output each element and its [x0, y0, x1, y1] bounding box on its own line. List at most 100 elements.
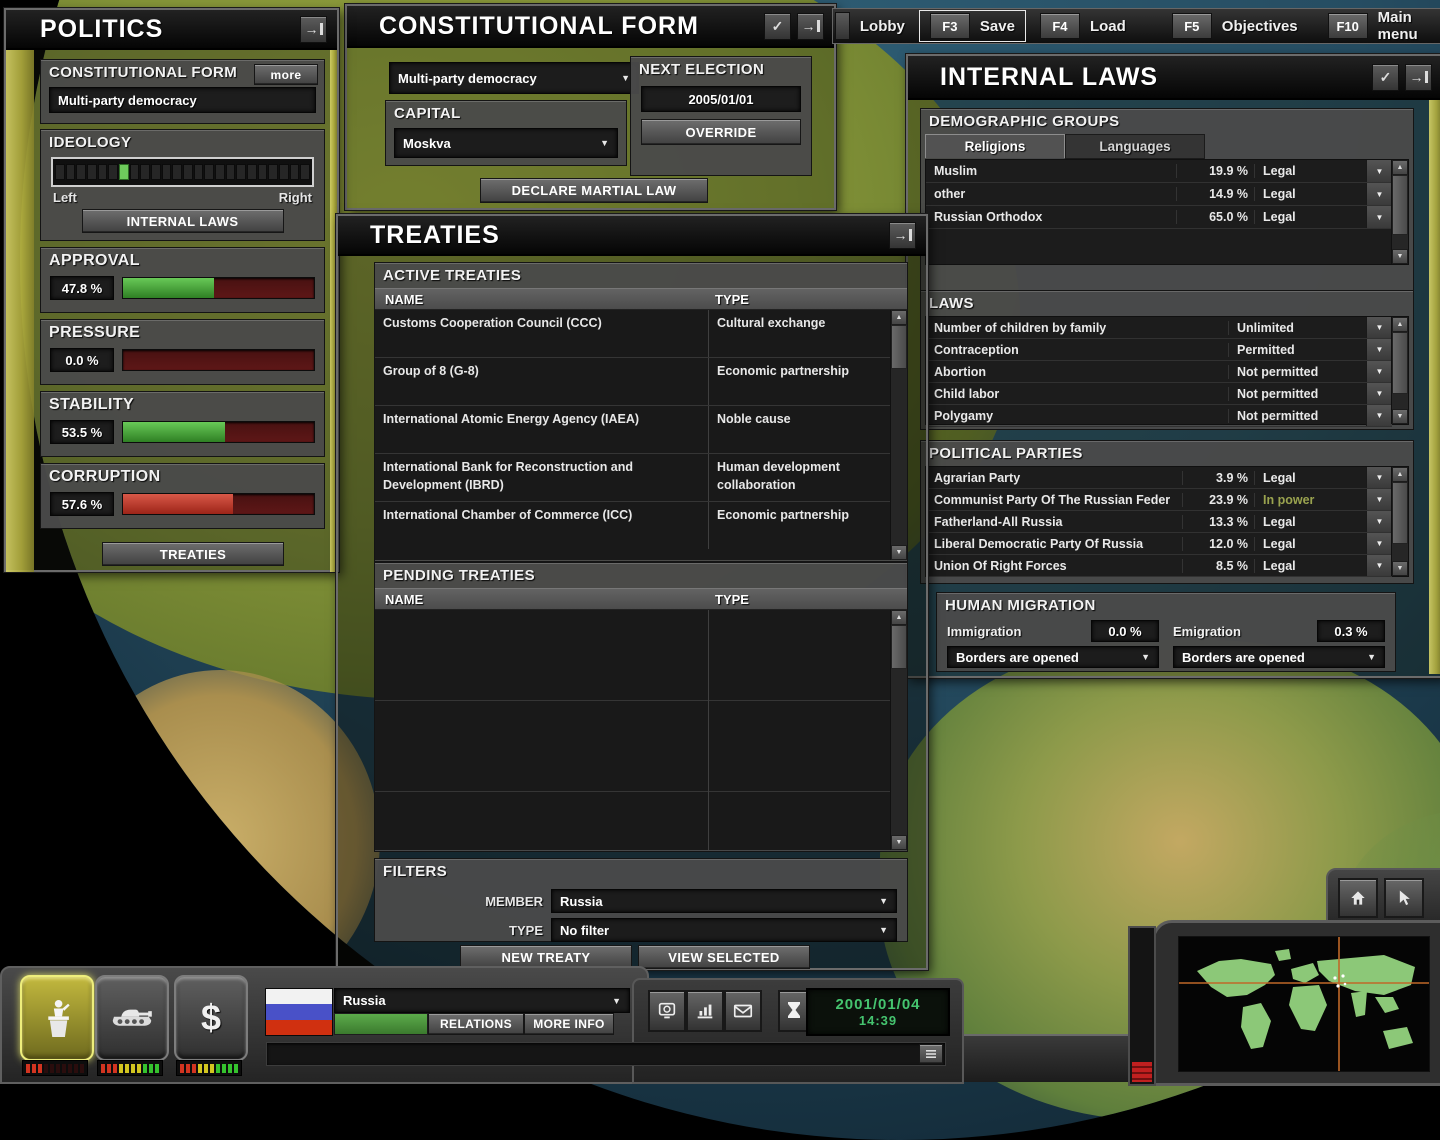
- status-dropdown[interactable]: ▼: [1366, 555, 1392, 576]
- status-dropdown[interactable]: ▼: [1366, 183, 1392, 205]
- panel-exit-arrow-icon[interactable]: →: [889, 221, 916, 249]
- statistics-button[interactable]: [686, 990, 724, 1032]
- status-dropdown[interactable]: ▼: [1366, 405, 1392, 426]
- status-dropdown[interactable]: ▼: [1366, 206, 1392, 228]
- load-button[interactable]: Load: [1089, 17, 1126, 35]
- status-dropdown[interactable]: ▼: [1366, 361, 1392, 382]
- new-treaty-button[interactable]: NEW TREATY: [460, 945, 632, 969]
- status-dropdown[interactable]: ▼: [1366, 511, 1392, 532]
- government-type-dropdown[interactable]: Multi-party democracy ▼: [389, 62, 639, 94]
- scroll-up-icon[interactable]: ▲: [1392, 467, 1408, 482]
- religion-row[interactable]: Muslim 19.9 % Legal ▼: [926, 160, 1392, 183]
- treaty-row[interactable]: Customs Cooperation Council (CCC) Cultur…: [375, 310, 891, 358]
- f4-key-button[interactable]: F4: [1039, 13, 1080, 39]
- scroll-thumb[interactable]: [891, 625, 907, 669]
- status-dropdown[interactable]: ▼: [1366, 489, 1392, 510]
- more-info-button[interactable]: MORE INFO: [524, 1013, 614, 1035]
- save-button[interactable]: Save: [979, 17, 1015, 35]
- minimap[interactable]: [1178, 936, 1430, 1072]
- lobby-button[interactable]: Lobby: [859, 17, 905, 35]
- law-row[interactable]: Abortion Not permitted ▼: [926, 361, 1392, 383]
- scroll-down-icon[interactable]: ▼: [1392, 561, 1408, 576]
- ideology-slider[interactable]: [51, 157, 314, 187]
- lobby-cam-button[interactable]: [648, 990, 686, 1032]
- member-filter-dropdown[interactable]: Russia ▼: [551, 889, 897, 913]
- chat-input[interactable]: [266, 1042, 946, 1066]
- scrollbar[interactable]: ▲ ▼: [890, 610, 907, 850]
- immigration-policy-dropdown[interactable]: Borders are opened ▼: [947, 646, 1159, 668]
- type-filter-dropdown[interactable]: No filter ▼: [551, 918, 897, 942]
- scroll-down-icon[interactable]: ▼: [891, 835, 907, 850]
- military-mode-button[interactable]: [95, 975, 169, 1061]
- party-row[interactable]: Liberal Democratic Party Of Russia 12.0 …: [926, 533, 1392, 555]
- scroll-down-icon[interactable]: ▼: [891, 545, 907, 560]
- minimap-home-button[interactable]: [1338, 878, 1378, 918]
- politics-mode-button[interactable]: [20, 975, 94, 1061]
- scrollbar[interactable]: ▲ ▼: [890, 310, 907, 560]
- f10-key-button[interactable]: F10: [1327, 13, 1368, 39]
- law-row[interactable]: Child labor Not permitted ▼: [926, 383, 1392, 405]
- status-dropdown[interactable]: ▼: [1366, 533, 1392, 554]
- status-dropdown[interactable]: ▼: [1366, 160, 1392, 182]
- treaty-row[interactable]: International Bank for Reconstruction an…: [375, 454, 891, 502]
- capital-dropdown[interactable]: Moskva ▼: [394, 128, 618, 158]
- religion-row[interactable]: Russian Orthodox 65.0 % Legal ▼: [926, 206, 1392, 229]
- scrollbar[interactable]: ▲ ▼: [1391, 467, 1408, 576]
- scroll-thumb[interactable]: [1392, 175, 1408, 235]
- partial-key-button[interactable]: [835, 12, 850, 40]
- override-button[interactable]: OVERRIDE: [641, 119, 801, 145]
- scrollbar[interactable]: ▲ ▼: [1391, 317, 1408, 424]
- status-dropdown[interactable]: ▼: [1366, 317, 1392, 338]
- law-row[interactable]: Number of children by family Unlimited ▼: [926, 317, 1392, 339]
- scroll-up-icon[interactable]: ▲: [1392, 160, 1408, 175]
- scroll-up-icon[interactable]: ▲: [1392, 317, 1408, 332]
- party-row[interactable]: Fatherland-All Russia 13.3 % Legal ▼: [926, 511, 1392, 533]
- scroll-thumb[interactable]: [1392, 482, 1408, 544]
- capital-label: CAPITAL: [394, 105, 461, 122]
- status-dropdown[interactable]: ▼: [1366, 467, 1392, 488]
- scroll-up-icon[interactable]: ▲: [891, 610, 907, 625]
- economy-mode-button[interactable]: $: [174, 975, 248, 1061]
- scrollbar[interactable]: ▲ ▼: [1391, 160, 1408, 264]
- scroll-thumb[interactable]: [1392, 332, 1408, 394]
- scroll-up-icon[interactable]: ▲: [891, 310, 907, 325]
- status-dropdown[interactable]: ▼: [1366, 383, 1392, 404]
- status-dropdown[interactable]: ▼: [1366, 339, 1392, 360]
- panel-exit-arrow-icon[interactable]: →: [797, 12, 824, 40]
- internal-laws-button[interactable]: INTERNAL LAWS: [81, 209, 284, 233]
- party-row[interactable]: Union Of Right Forces 8.5 % Legal ▼: [926, 555, 1392, 577]
- party-row[interactable]: Agrarian Party 3.9 % Legal ▼: [926, 467, 1392, 489]
- treaty-row[interactable]: Group of 8 (G-8) Economic partnership: [375, 358, 891, 406]
- country-dropdown[interactable]: Russia ▼: [334, 988, 630, 1013]
- f3-key-button[interactable]: F3: [929, 13, 970, 39]
- tab-religions[interactable]: Religions: [925, 134, 1065, 158]
- law-row[interactable]: Polygamy Not permitted ▼: [926, 405, 1392, 427]
- treaty-row[interactable]: International Atomic Energy Agency (IAEA…: [375, 406, 891, 454]
- minimap-zoom-slider[interactable]: [1128, 926, 1156, 1086]
- emigration-policy-dropdown[interactable]: Borders are opened ▼: [1173, 646, 1385, 668]
- panel-exit-arrow-icon[interactable]: →: [300, 15, 327, 43]
- mail-button[interactable]: [724, 990, 762, 1032]
- relations-button[interactable]: RELATIONS: [428, 1013, 524, 1035]
- scroll-down-icon[interactable]: ▼: [1392, 409, 1408, 424]
- confirm-check-icon[interactable]: ✓: [1372, 63, 1399, 91]
- chat-log-button[interactable]: [919, 1044, 943, 1064]
- treaties-button[interactable]: TREATIES: [102, 542, 284, 566]
- religion-row[interactable]: other 14.9 % Legal ▼: [926, 183, 1392, 206]
- view-selected-button[interactable]: VIEW SELECTED: [638, 945, 810, 969]
- panel-exit-arrow-icon[interactable]: →: [1405, 63, 1432, 91]
- scroll-thumb[interactable]: [891, 325, 907, 369]
- scroll-down-icon[interactable]: ▼: [1392, 249, 1408, 264]
- objectives-button[interactable]: Objectives: [1221, 17, 1298, 35]
- declare-martial-law-button[interactable]: DECLARE MARTIAL LAW: [480, 178, 708, 203]
- treaty-row[interactable]: International Chamber of Commerce (ICC) …: [375, 502, 891, 549]
- more-button[interactable]: more: [254, 64, 318, 85]
- minimap-pointer-button[interactable]: [1384, 878, 1424, 918]
- f5-key-button[interactable]: F5: [1171, 13, 1212, 39]
- confirm-check-icon[interactable]: ✓: [764, 12, 791, 40]
- party-name: Union Of Right Forces: [934, 558, 1067, 573]
- party-row[interactable]: Communist Party Of The Russian Feder 23.…: [926, 489, 1392, 511]
- main-menu-button[interactable]: Main menu: [1377, 9, 1418, 43]
- law-row[interactable]: Contraception Permitted ▼: [926, 339, 1392, 361]
- tab-languages[interactable]: Languages: [1065, 134, 1205, 159]
